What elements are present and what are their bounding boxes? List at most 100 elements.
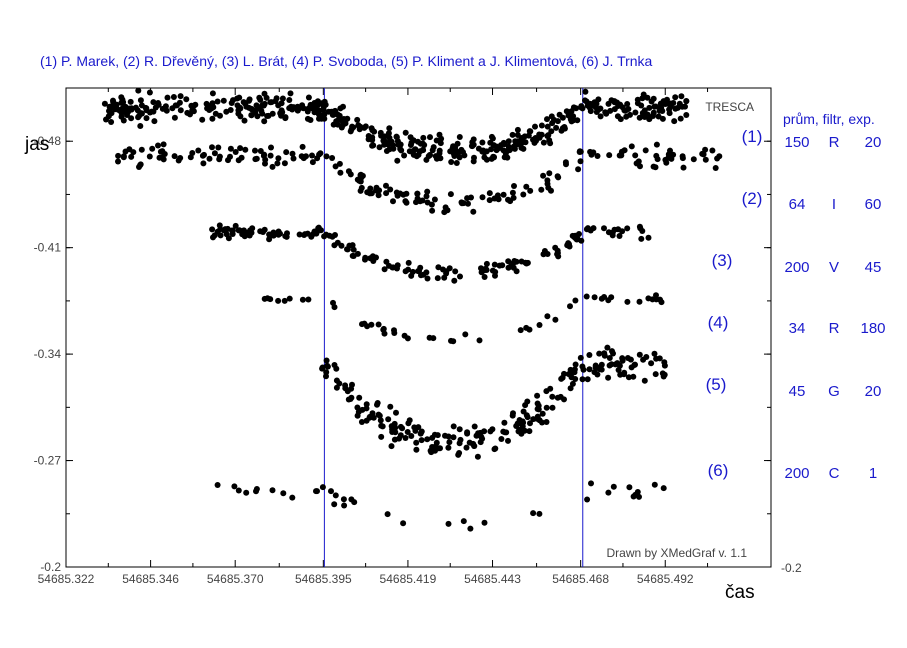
vertical-markers	[323, 88, 584, 567]
data-point	[588, 480, 594, 487]
data-point	[592, 104, 599, 111]
data-point	[460, 200, 467, 207]
data-point	[347, 171, 354, 178]
data-point	[420, 134, 427, 141]
data-point	[501, 154, 508, 161]
data-point	[450, 434, 457, 441]
data-point	[624, 101, 631, 107]
data-point	[378, 433, 385, 440]
data-point	[388, 423, 395, 430]
data-point	[538, 186, 545, 193]
data-point	[428, 201, 435, 208]
data-point	[266, 236, 273, 243]
data-point	[418, 272, 424, 279]
data-point	[391, 436, 398, 443]
data-point	[575, 166, 582, 173]
data-point	[489, 426, 496, 433]
data-point	[636, 223, 643, 230]
data-point	[232, 149, 239, 155]
data-point	[452, 268, 459, 275]
data-point	[666, 110, 673, 117]
data-point	[524, 414, 531, 421]
data-point	[177, 93, 184, 100]
data-point	[541, 248, 548, 254]
data-point	[177, 107, 184, 114]
data-point	[491, 261, 498, 268]
data-point	[650, 113, 656, 119]
data-point	[377, 129, 384, 136]
data-point	[275, 297, 282, 304]
data-point	[394, 157, 401, 164]
data-point	[467, 525, 474, 532]
data-point	[665, 154, 672, 161]
data-point	[536, 322, 543, 328]
data-point	[399, 425, 406, 432]
data-point	[631, 362, 638, 368]
data-point	[505, 138, 512, 145]
data-point	[423, 269, 430, 276]
data-point	[365, 136, 372, 143]
data-point	[354, 404, 361, 411]
data-point	[658, 107, 665, 114]
plot-frame	[65, 87, 772, 568]
data-point	[386, 146, 393, 153]
y-axis-title: jas	[24, 134, 49, 155]
data-point	[489, 135, 496, 142]
data-point	[106, 103, 113, 110]
data-point	[252, 147, 258, 154]
data-point	[401, 152, 408, 159]
data-point	[547, 140, 554, 147]
data-point	[209, 115, 216, 122]
data-point	[605, 489, 612, 496]
data-point	[146, 153, 153, 160]
x-tick-label: 54685.419	[380, 572, 437, 586]
data-point	[447, 191, 454, 198]
data-point	[323, 231, 330, 238]
data-point	[406, 417, 413, 424]
data-point	[642, 147, 649, 154]
info-filter-1: R	[829, 134, 840, 151]
data-point	[414, 190, 421, 197]
data-point	[159, 154, 166, 161]
data-point	[170, 94, 177, 100]
data-point	[136, 164, 142, 170]
data-point	[480, 147, 487, 154]
data-point	[619, 357, 626, 364]
data-point	[240, 99, 247, 106]
data-point	[229, 231, 236, 237]
data-point	[653, 141, 660, 148]
data-point	[569, 232, 576, 239]
data-point	[519, 418, 526, 425]
data-point	[632, 152, 639, 159]
data-point	[282, 233, 289, 240]
data-point	[235, 110, 242, 117]
data-point	[559, 125, 566, 132]
data-point	[319, 365, 326, 372]
data-point	[635, 158, 642, 165]
data-point	[611, 99, 618, 106]
data-point	[513, 423, 520, 429]
info-exp-5: 20	[865, 383, 882, 400]
data-point	[367, 185, 374, 192]
data-point	[155, 142, 161, 149]
data-point	[400, 520, 407, 527]
data-point	[627, 356, 634, 363]
data-point	[429, 147, 436, 154]
data-point	[393, 134, 400, 141]
data-point	[120, 153, 127, 160]
data-point	[501, 419, 508, 426]
data-point	[549, 404, 556, 411]
data-point	[572, 361, 579, 368]
data-point	[448, 337, 454, 344]
data-point	[387, 403, 394, 410]
data-point	[331, 501, 338, 508]
data-point	[456, 426, 463, 433]
data-point	[410, 137, 417, 144]
data-point	[584, 496, 591, 503]
data-point	[509, 412, 516, 419]
data-point	[483, 156, 490, 163]
data-point	[605, 100, 612, 107]
data-point	[331, 304, 338, 311]
data-point	[611, 226, 618, 233]
data-point	[150, 108, 157, 115]
